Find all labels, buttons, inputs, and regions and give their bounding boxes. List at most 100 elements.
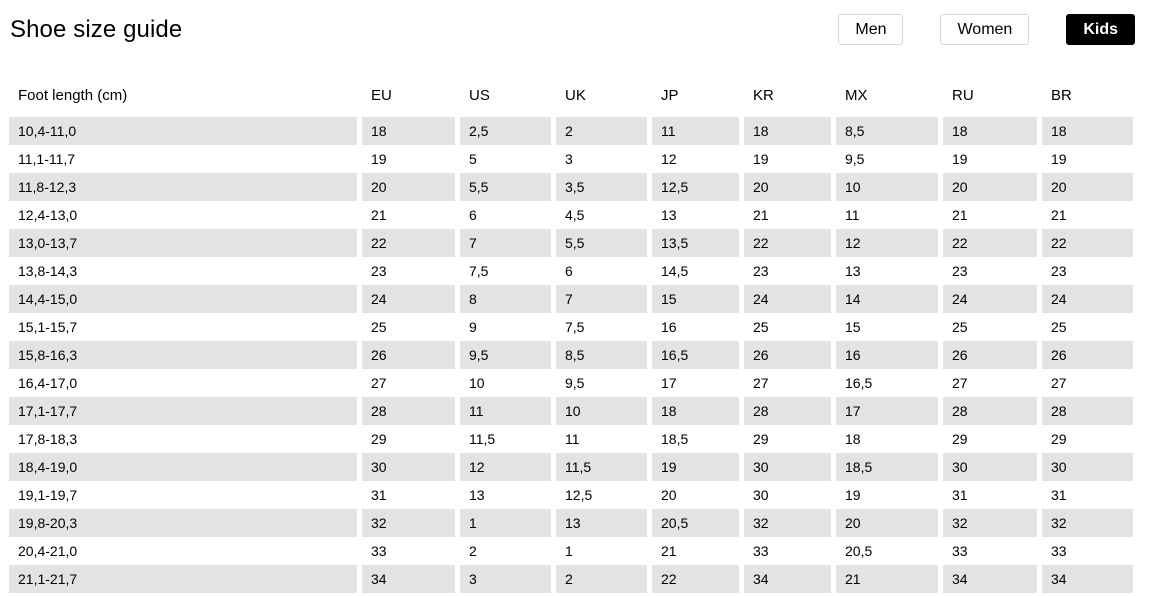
cell-mx: 10 <box>836 173 938 201</box>
toggle-kids[interactable]: Kids <box>1066 14 1135 45</box>
cell-kr: 23 <box>753 263 769 279</box>
cell-uk: 12,5 <box>565 487 593 503</box>
cell-eu: 23 <box>371 263 387 279</box>
cell-uk: 7 <box>556 285 647 313</box>
cell-br: 30 <box>1042 453 1133 481</box>
cell-us: 2 <box>469 543 477 559</box>
cell-ru: 20 <box>943 173 1037 201</box>
cell-eu: 34 <box>362 565 455 593</box>
cell-br: 24 <box>1042 285 1133 313</box>
cell-ru: 29 <box>952 431 968 447</box>
cell-uk: 1 <box>565 543 573 559</box>
cell-kr: 28 <box>744 397 831 425</box>
cell-us: 6 <box>469 207 477 223</box>
cell-kr: 27 <box>753 375 769 391</box>
cell-foot-length: 19,8-20,3 <box>9 509 357 537</box>
gender-toggle-group: Men Women Kids <box>838 14 1135 45</box>
cell-br: 33 <box>1051 543 1067 559</box>
cell-br: 19 <box>1051 151 1067 167</box>
cell-ru: 22 <box>943 229 1037 257</box>
cell-foot-length: 15,8-16,3 <box>9 341 357 369</box>
topbar: Shoe size guide Men Women Kids <box>0 0 1151 45</box>
cell-foot-length: 15,1-15,7 <box>18 319 78 335</box>
cell-jp: 18 <box>652 397 739 425</box>
cell-kr: 25 <box>753 319 769 335</box>
table-row: 17,1-17,7 28 11 10 18 28 17 28 28 <box>9 397 1151 425</box>
cell-kr: 19 <box>753 151 769 167</box>
cell-jp: 13 <box>661 207 677 223</box>
cell-kr: 21 <box>753 207 769 223</box>
cell-mx: 21 <box>836 565 938 593</box>
cell-us: 1 <box>460 509 551 537</box>
cell-us: 5,5 <box>460 173 551 201</box>
cell-uk: 2 <box>556 565 647 593</box>
cell-uk: 9,5 <box>565 375 585 391</box>
cell-us: 9,5 <box>460 341 551 369</box>
cell-mx: 17 <box>836 397 938 425</box>
cell-foot-length: 16,4-17,0 <box>18 375 78 391</box>
cell-ru: 26 <box>943 341 1037 369</box>
cell-us: 12 <box>460 453 551 481</box>
cell-br: 22 <box>1042 229 1133 257</box>
cell-foot-length: 12,4-13,0 <box>18 207 78 223</box>
cell-uk: 10 <box>556 397 647 425</box>
cell-eu: 33 <box>371 543 387 559</box>
cell-br: 21 <box>1051 207 1067 223</box>
table-row: 13,0-13,7 22 7 5,5 13,5 22 12 22 22 <box>9 229 1151 257</box>
cell-mx: 9,5 <box>845 151 865 167</box>
cell-eu: 30 <box>362 453 455 481</box>
cell-uk: 11,5 <box>556 453 647 481</box>
cell-br: 31 <box>1051 487 1067 503</box>
cell-eu: 22 <box>362 229 455 257</box>
cell-ru: 34 <box>943 565 1037 593</box>
cell-jp: 17 <box>661 375 677 391</box>
cell-foot-length: 13,8-14,3 <box>18 263 78 279</box>
toggle-men[interactable]: Men <box>838 14 904 45</box>
cell-mx: 18,5 <box>836 453 938 481</box>
cell-kr: 32 <box>744 509 831 537</box>
cell-kr: 29 <box>753 431 769 447</box>
cell-br: 20 <box>1042 173 1133 201</box>
cell-jp: 13,5 <box>652 229 739 257</box>
cell-jp: 20 <box>661 487 677 503</box>
cell-ru: 23 <box>952 263 968 279</box>
column-header-uk: UK <box>565 86 586 104</box>
table-row: 16,4-17,0 27 10 9,5 17 27 16,5 27 27 <box>9 369 1151 397</box>
cell-jp: 15 <box>652 285 739 313</box>
cell-uk: 2 <box>556 117 647 145</box>
cell-eu: 31 <box>371 487 387 503</box>
table-row: 11,1-11,7 19 5 3 12 19 9,5 19 19 <box>9 145 1151 173</box>
cell-mx: 18 <box>845 431 861 447</box>
cell-kr: 30 <box>753 487 769 503</box>
cell-jp: 22 <box>652 565 739 593</box>
toggle-women[interactable]: Women <box>940 14 1030 45</box>
cell-ru: 28 <box>943 397 1037 425</box>
cell-eu: 26 <box>362 341 455 369</box>
cell-us: 10 <box>469 375 485 391</box>
cell-mx: 16 <box>836 341 938 369</box>
cell-jp: 14,5 <box>661 263 689 279</box>
cell-br: 18 <box>1042 117 1133 145</box>
cell-us: 11 <box>460 397 551 425</box>
cell-ru: 21 <box>952 207 968 223</box>
cell-uk: 11 <box>565 431 580 447</box>
cell-uk: 3 <box>565 151 573 167</box>
cell-mx: 12 <box>836 229 938 257</box>
cell-kr: 34 <box>744 565 831 593</box>
cell-eu: 29 <box>371 431 387 447</box>
cell-us: 11,5 <box>469 431 496 447</box>
cell-foot-length: 17,8-18,3 <box>18 431 78 447</box>
cell-foot-length: 11,1-11,7 <box>18 151 76 167</box>
cell-mx: 20,5 <box>845 543 873 559</box>
cell-eu: 18 <box>362 117 455 145</box>
cell-foot-length: 21,1-21,7 <box>9 565 357 593</box>
cell-us: 3 <box>460 565 551 593</box>
column-header-kr: KR <box>753 86 774 104</box>
cell-eu: 28 <box>362 397 455 425</box>
table-row: 20,4-21,0 33 2 1 21 33 20,5 33 33 <box>9 537 1151 565</box>
cell-kr: 18 <box>744 117 831 145</box>
cell-kr: 33 <box>753 543 769 559</box>
cell-jp: 21 <box>661 543 677 559</box>
column-header-mx: MX <box>845 86 868 104</box>
cell-foot-length: 14,4-15,0 <box>9 285 357 313</box>
